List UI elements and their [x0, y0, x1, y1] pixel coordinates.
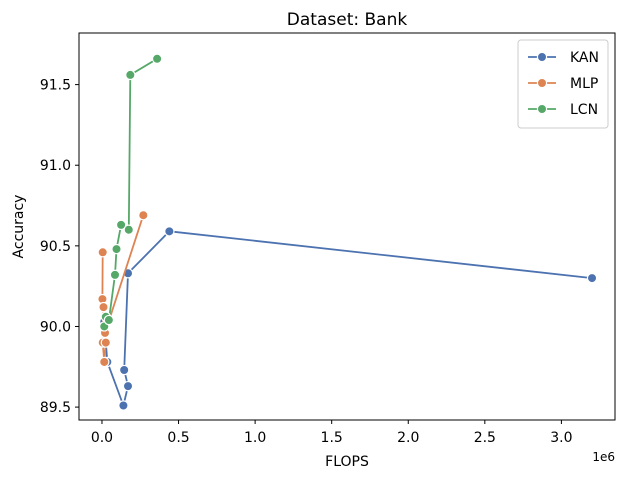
series-lcn: [99, 53, 163, 332]
series-mlp: [97, 210, 149, 368]
data-point-lcn: [125, 69, 136, 81]
series-line-kan: [103, 230, 593, 407]
x-axis-ticks: 0.0 0.5 1.0 1.5 2.0 2.5 3.0: [91, 420, 573, 446]
data-point-lcn: [111, 243, 122, 255]
data-point-lcn: [123, 224, 134, 235]
data-point-mlp: [100, 337, 112, 348]
series-kan: [99, 226, 598, 411]
data-point-kan: [118, 364, 130, 376]
y-axis-ticks: 89.5 90.0 90.5 91.0 91.5: [40, 78, 79, 416]
data-point-lcn: [115, 219, 127, 231]
legend-marker-mlp: [536, 77, 548, 89]
y-tick-label: 90.0: [40, 319, 71, 335]
y-axis-label: Accuracy: [11, 195, 27, 259]
x-axis-label: FLOPS: [325, 454, 369, 470]
data-point-lcn: [109, 269, 121, 281]
legend-label-kan: KAN: [570, 50, 599, 66]
y-tick-label: 90.5: [40, 239, 71, 255]
legend-marker-lcn: [536, 103, 548, 115]
legend-item-mlp: MLP: [528, 76, 598, 92]
x-tick-label: 1.5: [321, 430, 343, 446]
data-point-kan: [586, 272, 598, 284]
legend: KAN MLP LCN: [517, 39, 609, 129]
data-point-mlp: [98, 301, 109, 313]
legend-label-lcn: LCN: [570, 102, 598, 118]
data-point-mlp: [97, 247, 108, 258]
x-tick-label: 3.0: [550, 430, 572, 446]
data-point-kan: [122, 380, 134, 392]
x-tick-label: 2.0: [397, 430, 419, 446]
legend-item-lcn: LCN: [528, 102, 598, 118]
plot-series: [97, 53, 598, 411]
x-tick-label: 0.5: [167, 430, 189, 446]
y-tick-label: 91.0: [40, 158, 71, 174]
legend-marker-kan: [536, 51, 548, 63]
x-tick-label: 0.0: [91, 430, 113, 446]
x-tick-label: 1.0: [244, 430, 266, 446]
data-point-kan: [164, 226, 175, 237]
y-tick-label: 89.5: [40, 400, 71, 416]
data-point-lcn: [103, 314, 115, 326]
legend-label-mlp: MLP: [570, 76, 598, 92]
data-point-mlp: [99, 356, 110, 368]
x-axis-offset-label: 1e6: [592, 450, 615, 464]
chart-title: Dataset: Bank: [287, 10, 408, 30]
data-point-kan: [118, 400, 129, 411]
data-point-mlp: [138, 210, 149, 221]
x-tick-label: 2.5: [474, 430, 496, 446]
series-line-lcn: [103, 58, 158, 327]
legend-item-kan: KAN: [528, 50, 599, 66]
y-tick-label: 91.5: [40, 78, 71, 94]
plot-frame: [78, 32, 616, 421]
data-point-lcn: [151, 53, 163, 65]
